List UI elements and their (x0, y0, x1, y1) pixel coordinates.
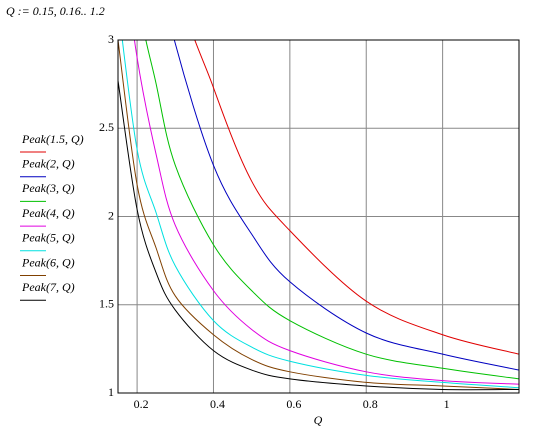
x-axis-label: Q (314, 413, 323, 427)
series-line (121, 40, 519, 389)
plot-lines (118, 40, 519, 391)
series-line (173, 40, 519, 371)
y-tick-label: 1 (108, 385, 114, 399)
y-tick-label: 1.5 (99, 297, 114, 311)
y-tick-label: 2 (108, 208, 114, 222)
series-line (194, 40, 519, 355)
x-tick-label: 0.8 (363, 397, 378, 411)
definition: Q := 0.15, 0.16.. 1.2 (6, 4, 105, 18)
series-line (118, 80, 519, 391)
y-tick-label: 3 (108, 32, 114, 46)
series-line (133, 40, 519, 385)
x-tick-label: 0.4 (210, 397, 225, 411)
legend-label: Peak(3, Q) (21, 181, 75, 195)
legend-label: Peak(6, Q) (21, 255, 75, 269)
legend-label: Peak(7, Q) (21, 280, 75, 294)
x-tick-label: 0.6 (286, 397, 301, 411)
series-line (145, 40, 519, 380)
series-line (118, 40, 519, 390)
y-tick-label: 2.5 (99, 120, 114, 134)
x-tick-label: 1 (444, 397, 450, 411)
legend-label: Peak(4, Q) (21, 206, 75, 220)
legend-label: Peak(5, Q) (21, 231, 75, 245)
legend: Peak(1.5, Q) Peak(2, Q) Peak(3, Q) Peak(4, … (20, 132, 84, 301)
legend-label: Peak(1.5, Q) (21, 132, 84, 146)
plot-frame (117, 39, 520, 394)
x-tick-label: 0.2 (134, 397, 149, 411)
legend-label: Peak(2, Q) (21, 156, 75, 170)
